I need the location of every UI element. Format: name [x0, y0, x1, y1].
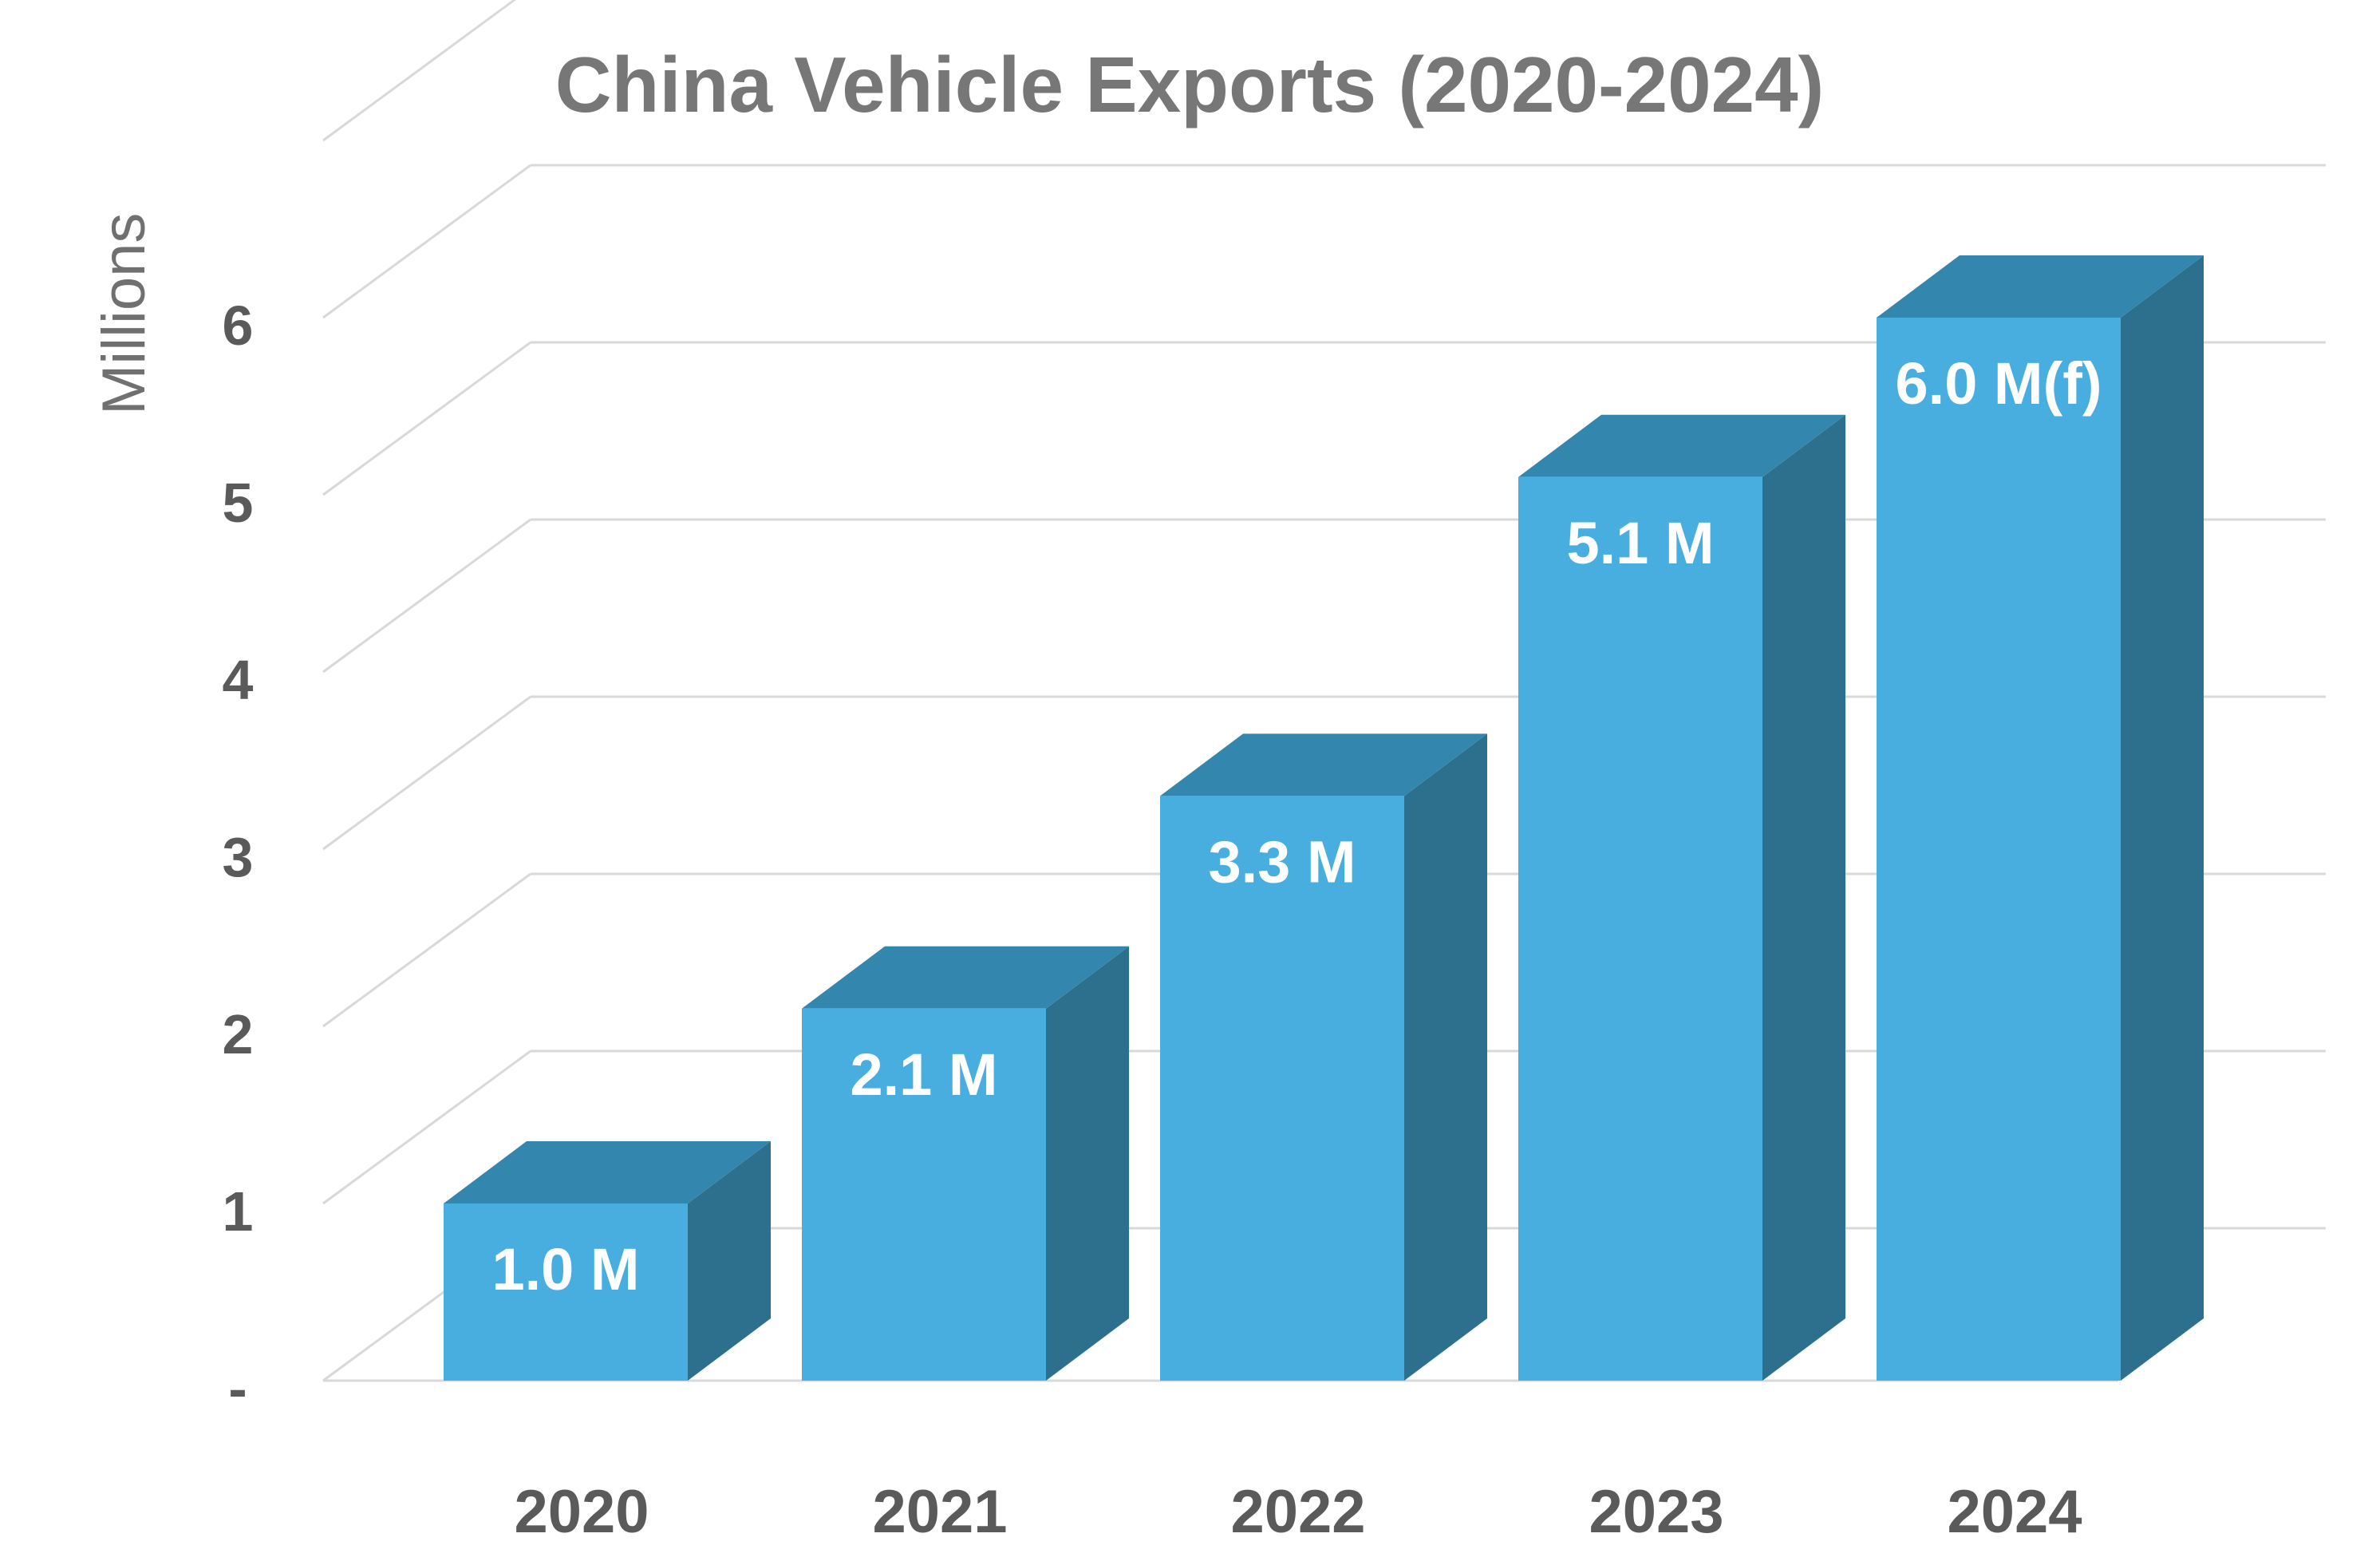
bar-2022 — [1160, 796, 1404, 1381]
chart-title: China Vehicle Exports (2020-2024) — [555, 41, 1825, 128]
bar-top-2024 — [1877, 255, 2204, 318]
x-tick-label-2022: 2022 — [1230, 1478, 1365, 1546]
data-labels: 1.0 M 2.1 M 3.3 M 5.1 M 6.0 M(f) — [491, 350, 2102, 1302]
bar-top-2023 — [1518, 414, 1845, 477]
gridline-diagonal — [322, 1049, 531, 1205]
bar-top-2022 — [1160, 733, 1487, 796]
bar-2023 — [1518, 476, 1762, 1381]
data-label-2021: 2.1 M — [850, 1041, 997, 1108]
gridline-diagonal — [322, 518, 531, 674]
y-tick-label: 3 — [223, 826, 254, 888]
y-tick-label: 5 — [223, 472, 254, 534]
gridline-diagonal — [322, 695, 531, 851]
bar-side-2020 — [688, 1141, 771, 1381]
data-label-2022: 3.3 M — [1208, 828, 1356, 895]
y-tick-label: - — [228, 1358, 247, 1420]
data-label-2023: 5.1 M — [1566, 510, 1714, 576]
data-label-2020: 1.0 M — [491, 1236, 639, 1302]
bars — [444, 255, 2204, 1381]
x-tick-label-2021: 2021 — [872, 1478, 1007, 1546]
bar-side-2024 — [2121, 255, 2204, 1381]
gridline-diagonal — [322, 164, 531, 319]
bar-side-2022 — [1404, 733, 1487, 1381]
gridline-diagonal — [322, 0, 517, 142]
y-axis-label: Millions — [90, 213, 158, 415]
bar-side-2021 — [1046, 946, 1129, 1381]
data-label-2024: 6.0 M(f) — [1896, 350, 2102, 417]
gridline-diagonal — [322, 341, 531, 496]
y-tick-label: 6 — [223, 294, 254, 357]
bar-2021 — [802, 1008, 1046, 1381]
bar-top-2021 — [802, 946, 1129, 1009]
bar-top-2020 — [444, 1141, 771, 1203]
y-tick-labels: - 1 2 3 4 5 6 — [223, 294, 254, 1420]
x-tick-label-2023: 2023 — [1589, 1478, 1723, 1546]
x-tick-label-2024: 2024 — [1947, 1478, 2082, 1546]
x-tick-label-2020: 2020 — [514, 1478, 649, 1546]
bar-2024 — [1877, 318, 2121, 1381]
bar-side-2023 — [1762, 414, 1845, 1381]
gridline-diagonal — [322, 872, 531, 1028]
y-tick-label: 1 — [223, 1180, 254, 1243]
y-tick-label: 4 — [223, 649, 254, 711]
bar-2020 — [444, 1203, 688, 1381]
x-tick-labels: 2020 2021 2022 2023 2024 — [514, 1478, 2082, 1546]
y-tick-label: 2 — [223, 1003, 254, 1065]
